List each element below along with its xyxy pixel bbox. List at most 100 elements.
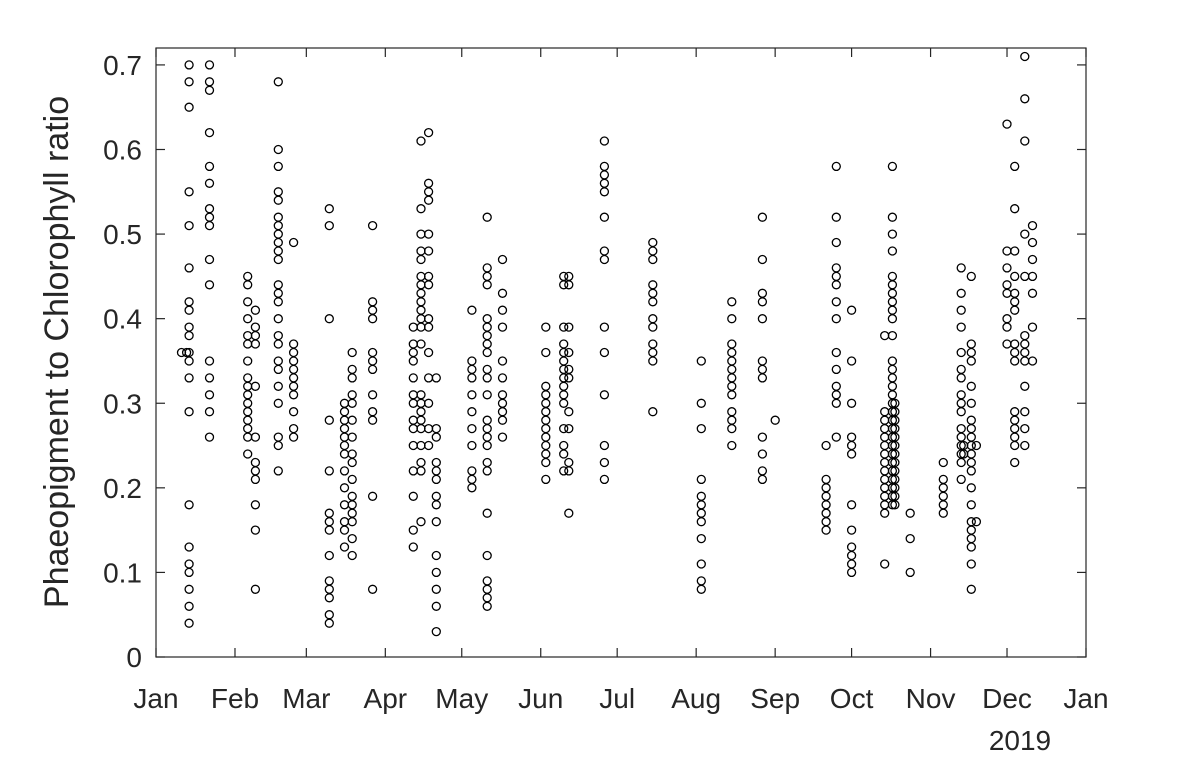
data-point [648, 407, 658, 417]
data-point [367, 407, 378, 417]
data-point [831, 263, 841, 273]
data-point [599, 246, 610, 256]
data-point [339, 415, 350, 425]
data-point [497, 432, 508, 442]
data-point [727, 314, 737, 324]
data-point [966, 432, 976, 442]
data-point [423, 322, 434, 332]
data-point [887, 314, 898, 324]
data-point [416, 254, 426, 265]
data-point [416, 229, 426, 239]
data-point [821, 483, 831, 493]
data-point [696, 474, 706, 485]
data-point [1002, 263, 1012, 273]
data-point [367, 364, 378, 375]
data-point [324, 415, 334, 425]
x-axis-year-label: 2019 [989, 725, 1051, 756]
data-point [564, 271, 574, 282]
data-point [696, 584, 706, 594]
data-point [599, 440, 610, 451]
data-point [324, 525, 334, 535]
data-point [288, 432, 299, 442]
data-point [846, 356, 857, 366]
data-point [416, 297, 426, 307]
data-point [648, 314, 658, 324]
data-point [1010, 407, 1020, 417]
data-point [347, 474, 357, 485]
data-point [431, 626, 441, 637]
data-point [423, 280, 434, 290]
x-tick-label: Oct [830, 683, 874, 714]
data-point [181, 347, 192, 358]
data-point [971, 517, 982, 527]
data-point [887, 390, 898, 400]
data-point [966, 271, 976, 282]
data-point [339, 517, 350, 527]
data-point [559, 440, 569, 451]
data-point [727, 415, 737, 425]
data-point [727, 297, 737, 307]
data-point [938, 483, 948, 493]
data-point [467, 407, 477, 417]
data-point [905, 567, 915, 578]
data-point [367, 297, 378, 307]
data-point [184, 407, 194, 417]
data-point [564, 347, 574, 358]
data-point [1027, 322, 1038, 332]
data-point [367, 347, 378, 358]
data-point [648, 347, 658, 358]
data-point [467, 423, 477, 434]
data-point [184, 60, 194, 70]
data-point [966, 339, 976, 349]
data-point [1010, 271, 1020, 282]
data-point [467, 373, 477, 383]
data-point [559, 322, 569, 332]
data-point [184, 77, 194, 87]
y-tick-label: 0.4 [103, 304, 142, 335]
data-point [273, 144, 283, 155]
data-point [757, 466, 768, 476]
data-point [1020, 94, 1030, 104]
data-point [564, 322, 574, 332]
data-point [497, 398, 508, 408]
data-point [821, 474, 831, 485]
data-point [324, 204, 334, 214]
data-point [727, 407, 737, 417]
data-point [541, 381, 551, 391]
data-point [1010, 305, 1020, 315]
data-point [416, 398, 426, 408]
data-point [727, 423, 737, 434]
data-point [482, 314, 492, 324]
data-point [880, 457, 890, 468]
data-point [648, 280, 658, 290]
data-point [757, 254, 768, 265]
data-point [324, 610, 334, 620]
data-point [564, 508, 574, 518]
data-point [1002, 322, 1012, 332]
data-point [938, 500, 948, 510]
data-point [880, 559, 890, 569]
data-point [204, 280, 215, 290]
data-point [887, 297, 898, 307]
data-point [482, 432, 492, 442]
data-point [339, 483, 350, 493]
data-point [250, 500, 261, 510]
data-point [599, 212, 610, 222]
data-point [347, 364, 357, 375]
data-point [482, 466, 492, 476]
data-point [846, 432, 857, 442]
data-point [423, 398, 434, 408]
y-tick-label: 0 [126, 642, 142, 673]
data-point [564, 407, 574, 417]
data-point [757, 212, 768, 222]
data-point [204, 407, 215, 417]
data-point [1002, 314, 1012, 324]
data-point [599, 322, 610, 332]
data-point [831, 161, 841, 172]
data-point [880, 449, 890, 459]
data-point [423, 246, 434, 256]
data-point [966, 457, 976, 468]
data-point [482, 212, 492, 222]
data-point [288, 347, 299, 358]
data-point [966, 449, 976, 459]
